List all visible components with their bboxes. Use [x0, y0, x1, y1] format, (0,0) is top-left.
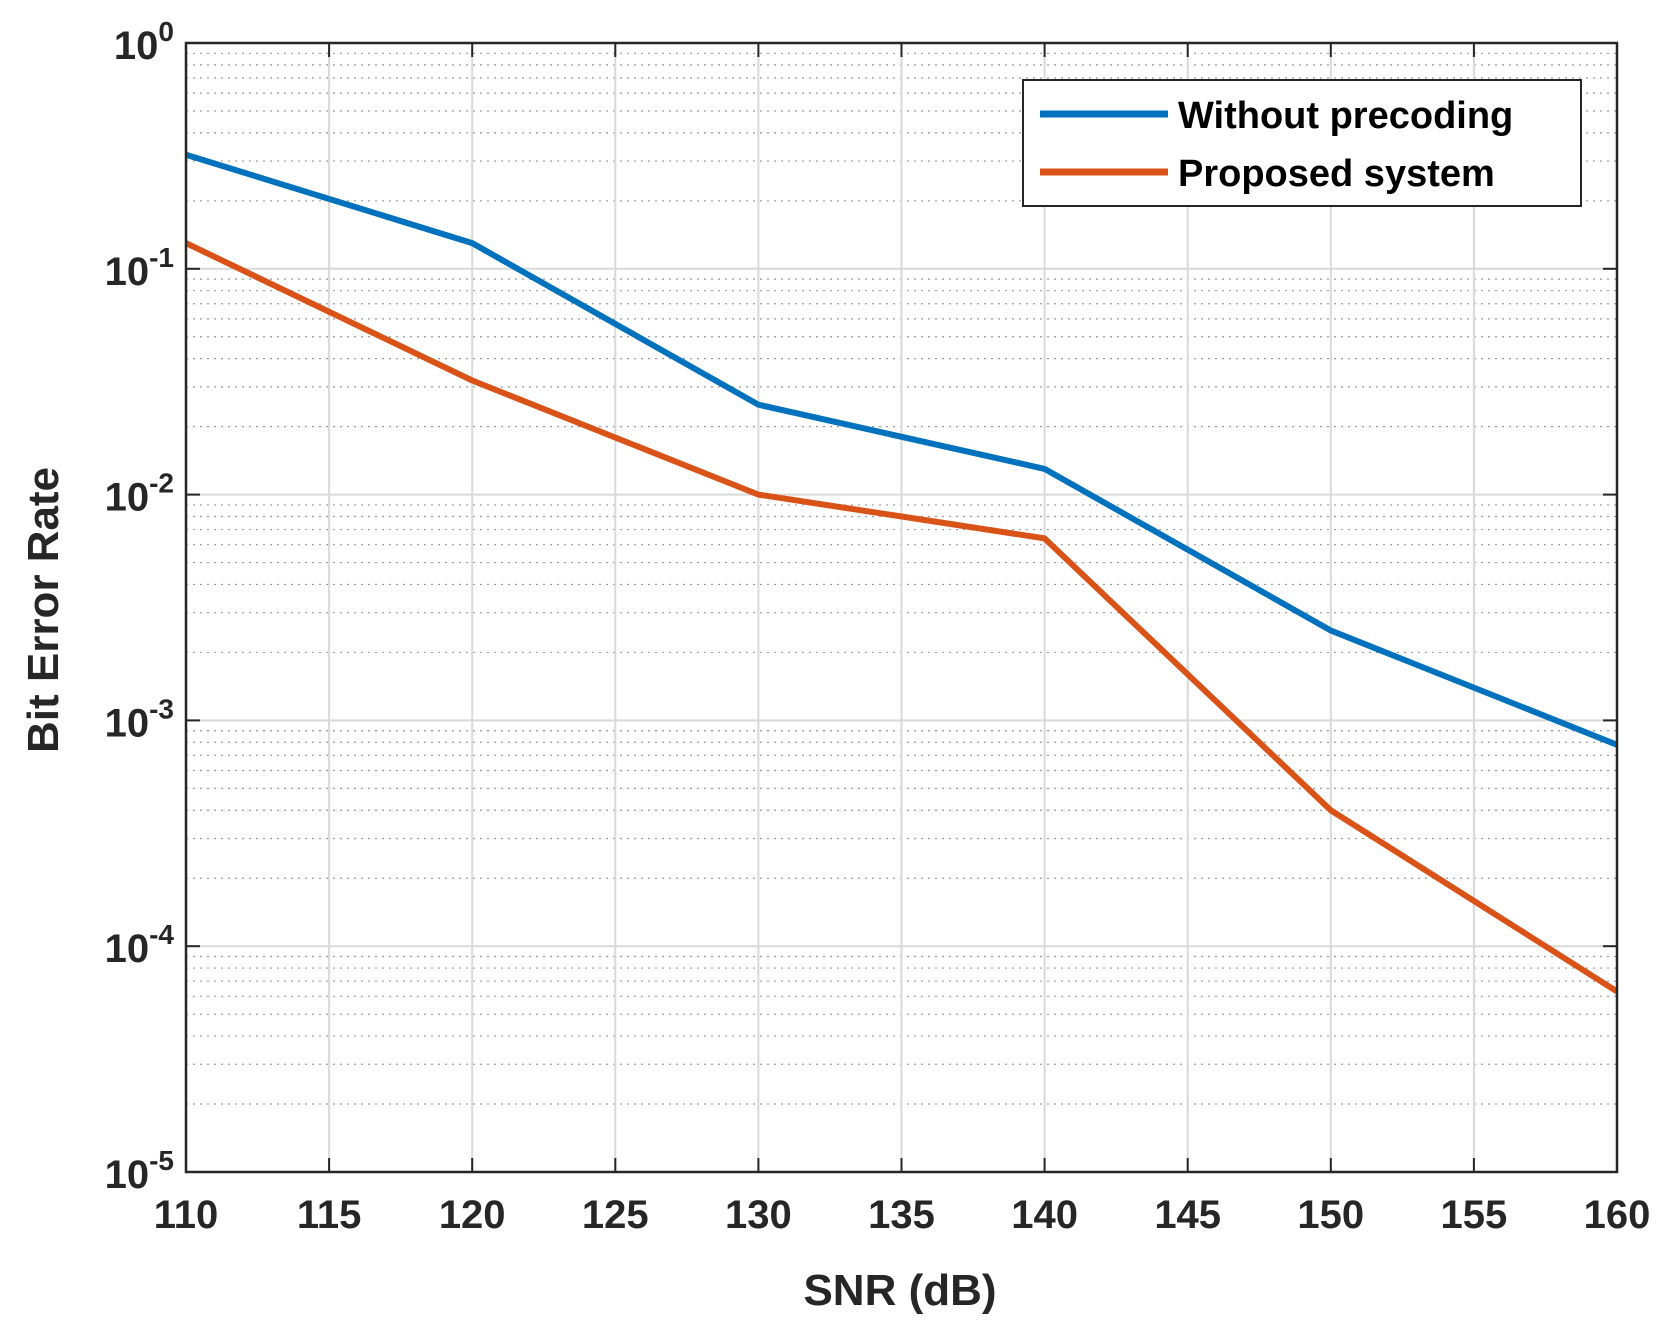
x-tick-label: 125 [582, 1193, 649, 1237]
x-axis-label: SNR (dB) [803, 1266, 996, 1315]
x-tick-label: 130 [725, 1193, 792, 1237]
x-tick-label: 135 [868, 1193, 935, 1237]
y-tick-label: 100 [114, 16, 174, 68]
x-tick-label: 110 [154, 1193, 219, 1237]
y-tick-label: 10-2 [105, 468, 174, 520]
legend: Without precoding Proposed system [1022, 79, 1582, 207]
x-tick-label: 160 [1584, 1193, 1651, 1237]
x-axis-ticks: 110 115 120 125 130 135 140 145 150 155 160 [154, 43, 1651, 1237]
x-tick-label: 140 [1011, 1193, 1078, 1237]
y-axis-ticks: 10-5 10-4 10-3 10-2 10-1 100 [105, 16, 1617, 1197]
series-layer [184, 151, 1619, 995]
x-tick-label: 145 [1154, 1193, 1221, 1237]
series-line-proposed-system [184, 240, 1619, 995]
legend-label-proposed-system: Proposed system [1178, 153, 1495, 195]
legend-box [1022, 79, 1582, 207]
series-line-without-precoding [185, 151, 1619, 748]
y-axis-label: Bit Error Rate [19, 467, 68, 753]
legend-label-without-precoding: Without precoding [1178, 95, 1513, 137]
x-tick-label: 150 [1297, 1193, 1364, 1237]
x-tick-label: 120 [439, 1193, 506, 1237]
x-tick-label: 115 [297, 1193, 362, 1237]
y-tick-label: 10-3 [105, 693, 174, 745]
x-tick-label: 155 [1441, 1193, 1508, 1237]
y-tick-label: 10-1 [105, 242, 174, 294]
y-tick-label: 10-4 [105, 919, 175, 971]
y-tick-label: 10-5 [105, 1145, 174, 1197]
